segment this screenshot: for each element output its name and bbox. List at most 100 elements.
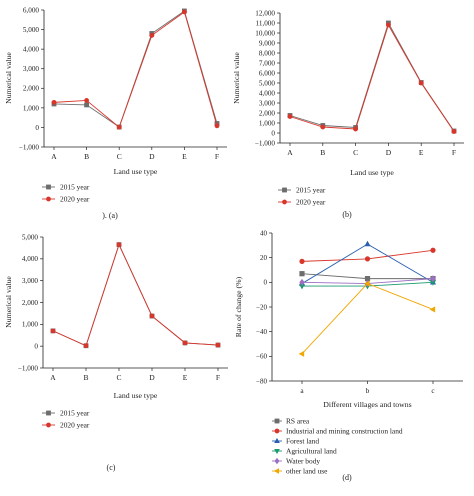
- x-axis-title: Land use type: [114, 167, 158, 176]
- legend-marker: [46, 410, 51, 416]
- data-point: [214, 123, 220, 129]
- legend-marker: [282, 199, 287, 205]
- y-tick-label: −40: [256, 328, 267, 336]
- x-tick-label: F: [215, 152, 219, 161]
- panel-caption: (d): [342, 473, 352, 482]
- legend-marker: [46, 196, 51, 202]
- y-tick-label: 1,000: [23, 104, 40, 112]
- data-point: [299, 271, 305, 277]
- data-point: [429, 306, 436, 313]
- y-tick-label: −1,000: [18, 364, 39, 372]
- legend-marker: [274, 428, 280, 434]
- y-tick-label: 0: [35, 124, 39, 132]
- x-tick-label: D: [149, 373, 155, 382]
- y-tick-label: 4,000: [259, 89, 276, 97]
- legend-marker: [46, 422, 51, 428]
- y-tick-label: −80: [256, 377, 267, 385]
- legend-label: 2015 year: [296, 186, 326, 195]
- y-tick-label: 6,000: [259, 69, 276, 77]
- y-tick-label: 2,000: [23, 85, 40, 93]
- data-point: [116, 124, 122, 130]
- data-point: [181, 9, 187, 15]
- x-tick-label: D: [386, 148, 392, 157]
- chart-panel-0: −1,000 0 1,000 2,000 3,000 4,000 5,000 6,000 A B C…: [4, 6, 227, 220]
- legend-marker: [274, 457, 280, 465]
- legend-marker: [274, 437, 280, 443]
- x-tick-label: a: [300, 386, 304, 395]
- x-tick-label: A: [50, 373, 56, 382]
- y-axis-title: Numerical value: [4, 52, 13, 104]
- y-tick-label: 7,000: [259, 59, 276, 67]
- y-tick-label: 5,000: [23, 26, 40, 34]
- y-tick-label: 1,000: [259, 119, 276, 127]
- x-tick-label: c: [431, 386, 435, 395]
- legend-label: 2015 year: [60, 183, 90, 192]
- y-tick-label: 5,000: [259, 79, 276, 87]
- data-point: [51, 99, 57, 105]
- x-axis-title: Land use type: [350, 168, 394, 177]
- series-line-5: [301, 283, 434, 355]
- y-tick-label: 2,000: [22, 299, 39, 307]
- data-point: [299, 258, 305, 264]
- y-tick-label: 6,000: [23, 6, 40, 14]
- x-tick-label: C: [117, 152, 122, 161]
- legend-label: RS area: [286, 417, 310, 426]
- legend-marker: [46, 184, 51, 190]
- y-tick-label: 0: [271, 129, 275, 137]
- x-tick-label: A: [51, 152, 57, 161]
- series-line-0: [52, 243, 219, 347]
- data-point: [353, 126, 358, 132]
- data-point: [430, 247, 436, 253]
- data-point: [364, 240, 371, 247]
- chart-panel-1: −1,000 0 1,000 2,000 3,000 4,000 5,000 6,000 7,0…: [232, 9, 464, 219]
- legend-marker: [274, 449, 280, 455]
- legend-label: Forest land: [286, 437, 319, 446]
- legend-label: 2020 year: [296, 198, 326, 207]
- series-line-0: [53, 10, 218, 128]
- panel-caption: (c): [107, 463, 116, 472]
- data-point: [215, 342, 221, 348]
- y-tick-label: −20: [256, 303, 267, 311]
- x-tick-label: B: [83, 373, 88, 382]
- x-axis-title: Land use type: [114, 391, 158, 400]
- x-tick-label: F: [452, 148, 456, 157]
- data-point: [50, 328, 56, 334]
- x-tick-label: F: [216, 373, 220, 382]
- y-tick-label: 2,000: [259, 109, 276, 117]
- data-point: [116, 242, 122, 248]
- x-tick-label: A: [287, 148, 293, 157]
- legend-label: 2015 year: [60, 409, 90, 418]
- legend-marker: [274, 418, 280, 424]
- panel-caption: ). (a): [102, 211, 118, 220]
- legend-label: other land use: [286, 467, 328, 476]
- y-tick-label: −1,000: [19, 143, 40, 151]
- x-axis-title: Different villages and towns: [323, 400, 411, 409]
- series-line-1: [289, 23, 455, 132]
- y-tick-label: 9,000: [259, 39, 276, 47]
- y-tick-label: 10,000: [255, 29, 275, 37]
- y-tick-label: 4,000: [22, 255, 39, 263]
- legend-label: 2020 year: [60, 421, 90, 430]
- x-tick-label: D: [149, 152, 155, 161]
- y-tick-label: −1,000: [255, 139, 276, 147]
- x-tick-label: C: [116, 373, 121, 382]
- y-tick-label: 8,000: [259, 49, 276, 57]
- data-point: [418, 80, 424, 86]
- data-point: [299, 278, 305, 286]
- data-point: [298, 350, 305, 357]
- y-tick-label: 5,000: [22, 233, 39, 241]
- legend-label: Agricultural land: [286, 447, 337, 456]
- legend-label: 2020 year: [60, 195, 90, 204]
- y-tick-label: 3,000: [259, 99, 276, 107]
- data-point: [430, 275, 436, 283]
- x-tick-label: b: [366, 386, 370, 395]
- y-axis-title: Rate of change (%): [234, 276, 243, 337]
- y-tick-label: 40: [260, 229, 268, 237]
- y-tick-label: 20: [260, 254, 268, 262]
- y-tick-label: 3,000: [22, 277, 39, 285]
- y-tick-label: 11,000: [256, 19, 276, 27]
- y-tick-label: 0: [34, 343, 38, 351]
- legend-label: Water body: [286, 457, 320, 466]
- x-tick-label: E: [183, 373, 188, 382]
- chart-panel-3: −80 −60 −40 −20 0 20 40 a b c Different villages a…: [234, 229, 463, 482]
